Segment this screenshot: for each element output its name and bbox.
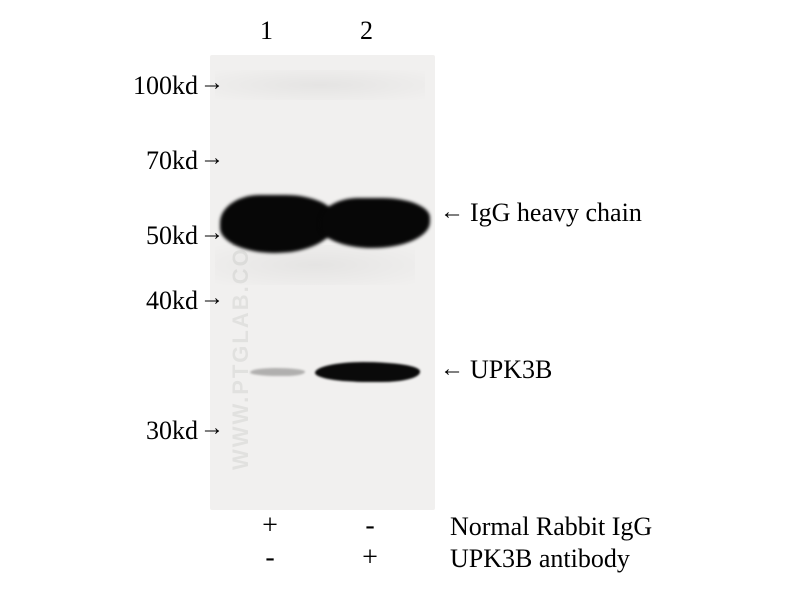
condition-symbol-r0-c0: + bbox=[255, 510, 285, 542]
band-arrow-igg-heavy-chain: ← bbox=[440, 200, 464, 224]
mw-arrow-30kd: → bbox=[200, 416, 224, 440]
band-label-igg-heavy-chain: IgG heavy chain bbox=[470, 198, 642, 228]
band-label-upk3b: UPK3B bbox=[470, 355, 552, 385]
mw-label-40kd: 40kd bbox=[146, 286, 198, 316]
smudge-0 bbox=[215, 245, 415, 285]
condition-symbol-r1-c0: - bbox=[255, 542, 285, 574]
condition-symbol-r0-c1: - bbox=[355, 510, 385, 542]
mw-label-70kd: 70kd bbox=[146, 146, 198, 176]
condition-label-normal-rabbit-igg: Normal Rabbit IgG bbox=[450, 512, 652, 542]
band-arrow-upk3b: ← bbox=[440, 357, 464, 381]
mw-label-30kd: 30kd bbox=[146, 416, 198, 446]
band-upk3b-lane1-faint bbox=[250, 368, 305, 376]
mw-label-50kd: 50kd bbox=[146, 221, 198, 251]
mw-arrow-40kd: → bbox=[200, 286, 224, 310]
lane-header-2: 2 bbox=[360, 16, 373, 46]
condition-label-upk3b-antibody: UPK3B antibody bbox=[450, 544, 630, 574]
smudge-1 bbox=[215, 70, 425, 100]
mw-label-100kd: 100kd bbox=[133, 71, 198, 101]
lane-header-1: 1 bbox=[260, 16, 273, 46]
western-blot-figure: WWW.PTGLAB.COM 12 100kd→70kd→50kd→40kd→3… bbox=[0, 0, 800, 600]
mw-arrow-70kd: → bbox=[200, 146, 224, 170]
band-upk3b-lane2 bbox=[315, 362, 420, 382]
condition-symbol-r1-c1: + bbox=[355, 542, 385, 574]
